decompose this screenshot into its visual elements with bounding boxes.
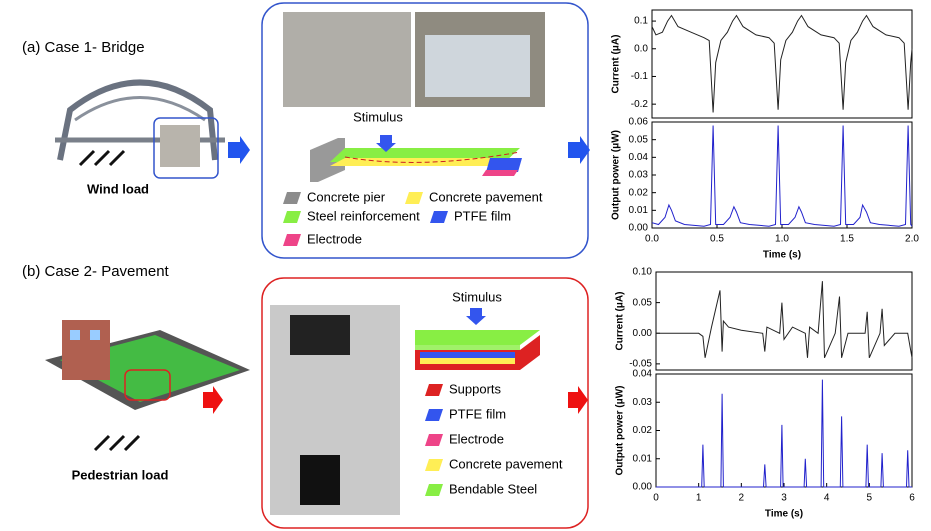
legend-swatch <box>425 484 443 496</box>
y-tick-label: 0.02 <box>629 187 649 198</box>
x-tick-label: 5 <box>867 493 873 504</box>
y-tick-label: 0.00 <box>633 328 653 339</box>
legend-label: Steel reinforcement <box>307 208 420 223</box>
legend-swatch <box>283 192 301 204</box>
x-tick-label: 6 <box>909 493 915 504</box>
legend-label: Electrode <box>307 231 362 246</box>
photo-foot <box>300 455 340 505</box>
y-tick-label: 0.00 <box>629 223 649 234</box>
x-tick-label: 0.0 <box>645 234 659 245</box>
x-axis-title: Time (s) <box>763 250 801 261</box>
photo-screen <box>425 35 530 97</box>
plot-frame <box>651 9 913 119</box>
stimulus-label: Stimulus <box>452 289 502 304</box>
x-tick-label: 0 <box>653 493 659 504</box>
panel-label: (b) Case 2- Pavement <box>22 263 170 280</box>
legend-label: Concrete pavement <box>429 189 543 204</box>
y-tick-label: 0.1 <box>634 16 648 27</box>
legend-swatch <box>430 211 448 223</box>
load-label: Wind load <box>87 181 149 196</box>
x-tick-label: 1.5 <box>840 234 854 245</box>
x-tick-label: 2.0 <box>905 234 919 245</box>
photo <box>283 12 411 107</box>
y-tick-label: 0.05 <box>629 134 649 145</box>
y-tick-label: 0.02 <box>633 425 653 436</box>
y-tick-label: 0.05 <box>633 297 653 308</box>
x-tick-label: 2 <box>739 493 745 504</box>
y-axis-title: Output power (μW) <box>615 386 626 476</box>
y-tick-label: 0.06 <box>629 117 649 128</box>
legend-label: PTFE film <box>454 208 511 223</box>
arrow <box>203 386 223 414</box>
legend-swatch <box>425 409 443 421</box>
arrow <box>228 136 250 164</box>
plot-frame <box>655 271 913 371</box>
bridge-illustration <box>55 79 225 179</box>
arrow <box>568 386 588 414</box>
bridge-diagram <box>310 135 522 182</box>
y-tick-label: -0.1 <box>631 71 649 82</box>
legend-label: PTFE film <box>449 406 506 421</box>
y-tick-label: 0.01 <box>633 453 653 464</box>
y-tick-label: 0.10 <box>633 267 653 278</box>
y-tick-label: 0.01 <box>629 205 649 216</box>
data-line <box>656 379 912 488</box>
panel-box <box>261 2 589 259</box>
panel-label: (a) Case 1- Bridge <box>22 39 145 56</box>
legend-swatch <box>425 459 443 471</box>
legend-swatch <box>283 211 301 223</box>
x-tick-label: 1 <box>696 493 702 504</box>
x-tick-label: 1.0 <box>775 234 789 245</box>
legend-label: Electrode <box>449 431 504 446</box>
y-tick-label: 0.0 <box>634 43 648 54</box>
legend-label: Concrete pier <box>307 189 386 204</box>
photo-laptop <box>290 315 350 355</box>
y-tick-label: 0.03 <box>633 397 653 408</box>
legend-swatch <box>425 434 443 446</box>
city-illustration <box>45 320 250 452</box>
y-tick-label: -0.05 <box>629 359 652 370</box>
y-tick-label: 0.03 <box>629 170 649 181</box>
y-tick-label: -0.2 <box>631 99 649 110</box>
y-axis-title: Output power (μW) <box>611 130 622 220</box>
y-axis-title: Current (μA) <box>615 292 626 351</box>
legend-swatch <box>425 384 443 396</box>
data-line <box>656 281 913 359</box>
y-tick-label: 0.04 <box>629 152 649 163</box>
data-line <box>651 125 913 227</box>
data-line <box>651 14 913 113</box>
legend-label: Supports <box>449 381 502 396</box>
plot-frame <box>651 121 913 229</box>
stimulus-label: Stimulus <box>353 109 403 124</box>
legend-swatch <box>283 234 301 246</box>
arrow <box>568 136 590 164</box>
legend-label: Bendable Steel <box>449 481 537 496</box>
load-label: Pedestrian load <box>72 467 169 482</box>
legend-label: Concrete pavement <box>449 456 563 471</box>
x-tick-label: 0.5 <box>710 234 724 245</box>
y-tick-label: 0.00 <box>633 482 653 493</box>
panel-box <box>261 277 589 529</box>
x-axis-title: Time (s) <box>765 509 803 520</box>
x-tick-label: 3 <box>781 493 787 504</box>
x-tick-label: 4 <box>824 493 830 504</box>
y-tick-label: 0.04 <box>633 369 653 380</box>
y-axis-title: Current (μA) <box>611 35 622 94</box>
pavement-diagram <box>415 308 540 370</box>
plot-frame <box>655 373 913 488</box>
legend-swatch <box>405 192 423 204</box>
